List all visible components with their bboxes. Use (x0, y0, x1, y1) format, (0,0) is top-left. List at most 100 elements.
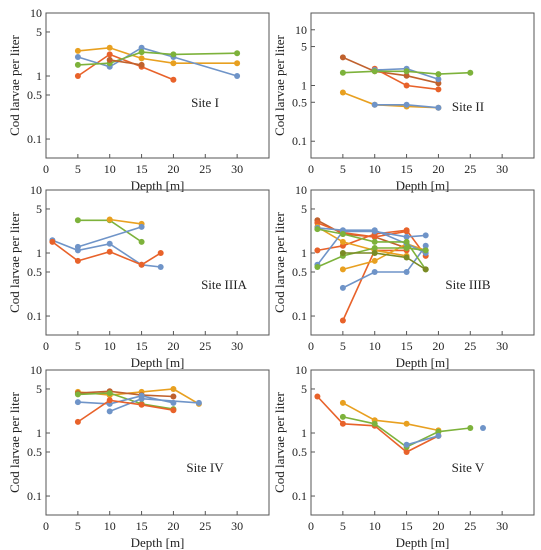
x-tick-label: 0 (43, 519, 49, 533)
series-line (77, 392, 174, 410)
series-line (342, 56, 439, 84)
x-tick-label: 5 (75, 519, 81, 533)
data-point (435, 76, 442, 83)
data-point (480, 425, 486, 431)
x-tick-label: 5 (340, 162, 346, 176)
x-tick-label: 15 (136, 339, 148, 353)
data-point (195, 399, 202, 406)
x-tick-label: 5 (75, 339, 81, 353)
data-point (234, 60, 241, 67)
data-point (138, 55, 145, 62)
y-tick-label: 10 (295, 363, 307, 377)
data-point (422, 247, 429, 254)
x-axis-label: Depth [m] (131, 535, 185, 550)
data-point (170, 393, 177, 400)
x-tick-label: 0 (308, 339, 314, 353)
y-tick-label: 5 (301, 382, 307, 396)
data-point (371, 257, 378, 264)
data-point (339, 238, 346, 245)
data-point (371, 250, 378, 256)
series-6 (74, 397, 177, 425)
y-tick-label: 0.1 (292, 489, 307, 503)
y-tick-label: 1 (301, 246, 307, 260)
y-tick-label: 10 (295, 23, 307, 37)
series-3 (339, 89, 442, 111)
x-tick-label: 5 (75, 162, 81, 176)
y-tick-label: 0.1 (27, 489, 42, 503)
y-tick-label: 5 (36, 382, 42, 396)
data-point (314, 264, 321, 270)
site-label: Site IIIA (201, 277, 247, 292)
data-point (422, 242, 429, 249)
x-tick-label: 5 (340, 519, 346, 533)
data-point (106, 397, 113, 404)
plot-frame (45, 369, 270, 516)
x-tick-label: 10 (104, 519, 116, 533)
x-tick-label: 0 (308, 162, 314, 176)
data-point (339, 284, 346, 291)
x-tick-label: 10 (104, 339, 116, 353)
x-axis-label: Depth [m] (396, 178, 450, 193)
data-point (74, 399, 81, 406)
x-tick-label: 15 (401, 162, 413, 176)
y-tick-label: 1 (36, 69, 42, 83)
data-point (371, 101, 378, 108)
series-1 (74, 51, 177, 83)
series-6 (371, 101, 442, 111)
series-line (77, 53, 174, 81)
data-point (74, 243, 81, 250)
x-tick-label: 10 (369, 519, 381, 533)
x-tick-label: 0 (43, 339, 49, 353)
x-tick-label: 5 (340, 339, 346, 353)
y-tick-label: 0.1 (292, 309, 307, 323)
data-point (435, 432, 442, 439)
y-tick-label: 10 (30, 183, 42, 197)
series-line (77, 219, 143, 243)
y-tick-label: 0.5 (27, 88, 42, 102)
x-tick-label: 15 (136, 519, 148, 533)
data-point (422, 232, 429, 239)
y-tick-label: 10 (30, 363, 42, 377)
series-line (406, 435, 439, 446)
plot-frame (310, 189, 535, 336)
x-axis-label: Depth [m] (131, 355, 185, 370)
y-tick-label: 5 (36, 202, 42, 216)
data-point (422, 266, 429, 273)
data-point (403, 420, 410, 427)
y-axis-label: Cod larvae per liter (272, 211, 287, 312)
y-axis-label: Cod larvae per liter (7, 391, 22, 492)
series-line (77, 46, 238, 65)
data-point (138, 223, 145, 230)
data-point (74, 47, 81, 54)
data-point (49, 238, 56, 245)
y-tick-label: 0.5 (292, 95, 307, 109)
data-point (371, 269, 378, 275)
data-point (339, 54, 346, 61)
x-axis-label: Depth [m] (131, 178, 185, 193)
data-point (314, 247, 321, 254)
series-12 (339, 250, 429, 273)
data-point (74, 217, 81, 224)
data-point (371, 420, 378, 427)
series-line (342, 242, 426, 271)
series-4 (403, 432, 442, 448)
x-tick-label: 20 (167, 339, 179, 353)
series-line (342, 91, 439, 109)
x-tick-label: 25 (464, 519, 476, 533)
series-8 (339, 242, 429, 291)
data-point (170, 51, 177, 58)
data-point (339, 231, 346, 237)
series-line (77, 390, 174, 398)
series-2 (339, 399, 442, 434)
y-axis-label: Cod larvae per liter (7, 34, 22, 135)
data-point (106, 248, 113, 255)
data-point (403, 238, 410, 245)
data-point (106, 56, 113, 63)
series-line (342, 252, 427, 271)
x-tick-label: 10 (369, 339, 381, 353)
x-tick-label: 30 (231, 339, 243, 353)
x-tick-label: 20 (432, 162, 444, 176)
x-tick-label: 25 (199, 339, 211, 353)
